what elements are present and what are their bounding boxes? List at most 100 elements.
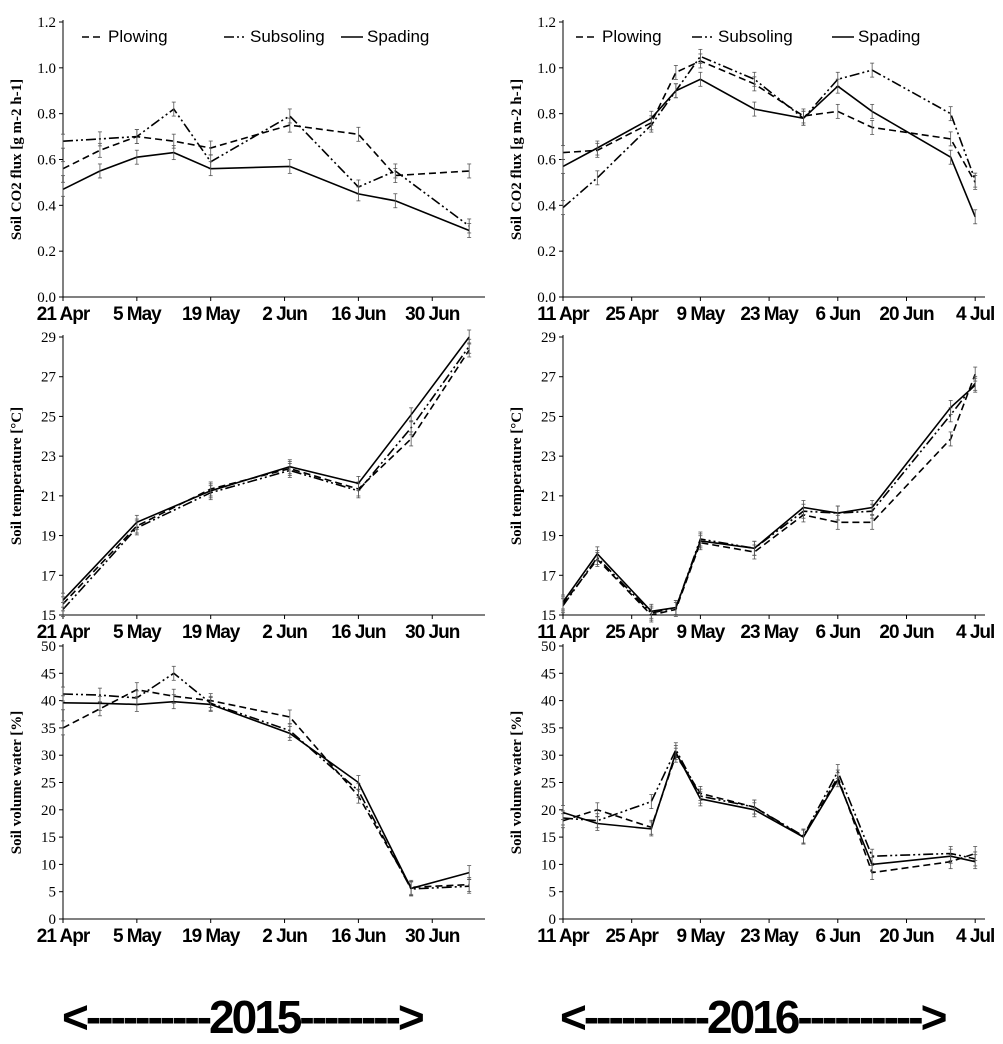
y-tick-label: 30 [41,748,56,764]
legend-label-spading: Spading [367,27,429,46]
x-tick-label: 2 Jun [262,304,307,325]
y-tick-label: 0 [549,912,557,928]
y-tick-label: 25 [41,409,56,425]
y-tick-label: 5 [549,885,557,901]
x-tick-label: 30 Jun [405,304,460,325]
y-tick-label: 0.6 [37,153,56,169]
y-tick-label: 17 [541,568,557,584]
y-tick-label: 10 [541,857,556,873]
y-tick-label: 17 [41,568,57,584]
series-line-subsoling [62,672,470,890]
y-tick-label: 5 [49,885,57,901]
series-line-spading [562,78,976,218]
x-tick-label: 23 May [740,622,799,643]
y-tick-label: 40 [541,694,556,710]
x-tick-label: 19 May [182,622,241,643]
x-tick-label: 30 Jun [405,622,460,643]
x-tick-label: 21 Apr [37,926,91,947]
x-tick-label: 23 May [740,304,799,325]
chart-panel-6: 0 5 10 15 20 25 30 35 40 45 50 11 Apr 25 Apr 9 May 23 … [509,639,995,947]
series-line-spading [62,336,470,601]
series-line-spading [62,700,470,890]
y-tick-label: 15 [541,830,556,846]
x-tick-label: 11 Apr [537,926,590,947]
x-tick-label: 9 May [676,622,725,643]
series-line-spading [562,750,976,866]
x-tick-label: 11 Apr [537,304,590,325]
chart-panel-3: 15 17 19 21 23 25 27 29 21 Apr 5 May 19 May 2 Jun 16… [9,329,485,643]
y-tick-label: 0.8 [37,107,56,123]
y-tick-label: 20 [541,803,556,819]
y-tick-label: 1.2 [37,15,56,31]
y-tick-label: 25 [41,776,56,792]
x-tick-label: 4 Jul [956,622,994,643]
y-tick-label: 29 [541,330,556,346]
y-tick-label: 19 [41,529,56,545]
y-tick-label: 25 [541,776,556,792]
y-tick-label: 30 [541,748,556,764]
y-tick-label: 40 [41,694,56,710]
y-tick-label: 29 [41,330,56,346]
x-tick-label: 16 Jun [331,304,386,325]
series-line-plowing [562,373,976,616]
x-tick-label: 19 May [182,926,241,947]
x-tick-label: 4 Jul [956,304,994,325]
y-tick-label: 0.6 [537,153,556,169]
y-tick-label: 0.8 [537,107,556,123]
x-tick-label: 25 Apr [605,304,659,325]
series-line-subsoling [562,55,976,209]
x-tick-label: 20 Jun [879,622,934,643]
y-tick-label: 21 [541,489,556,505]
chart-panel-2: 0.0 0.2 0.4 0.6 0.8 1.0 1.2 11 Apr 25 Apr 9 May 23… [509,15,995,325]
chart-panel-5: 0 5 10 15 20 25 30 35 40 45 50 21 Apr 5 May 19 May 2 J… [9,639,485,947]
x-tick-label: 5 May [113,304,162,325]
y-tick-label: 15 [41,608,56,624]
series-line-subsoling [562,747,976,860]
y-tick-label: 19 [541,529,556,545]
series-line-spading [62,151,470,232]
x-tick-label: 6 Jun [815,926,860,947]
y-tick-label: 0 [49,912,57,928]
y-axis-label: Soil temperature [°C] [509,407,525,545]
y-tick-label: 10 [41,857,56,873]
y-tick-label: 23 [541,449,556,465]
y-tick-label: 20 [41,803,56,819]
x-tick-label: 2 Jun [262,926,307,947]
y-tick-label: 27 [541,370,557,386]
legend-label-subsoling: Subsoling [250,27,325,46]
y-tick-label: 15 [541,608,556,624]
y-tick-label: 1.0 [537,61,556,77]
x-tick-label: 25 Apr [605,926,659,947]
y-tick-label: 0.2 [537,244,556,260]
y-tick-label: 0.4 [537,198,556,214]
y-tick-label: 23 [41,449,56,465]
legend-label-plowing: Plowing [108,27,168,46]
legend-label-plowing: Plowing [602,27,662,46]
y-tick-label: 27 [41,370,57,386]
y-tick-label: 35 [541,721,556,737]
series-line-spading [562,384,976,613]
x-tick-label: 20 Jun [879,926,934,947]
x-tick-label: 6 Jun [815,622,860,643]
y-axis-label: Soil volume water [%] [509,711,525,854]
x-tick-label: 5 May [113,926,162,947]
y-tick-label: 1.2 [537,15,556,31]
series-line-plowing [62,688,470,889]
y-tick-label: 0.0 [37,290,56,306]
y-tick-label: 0.0 [537,290,556,306]
x-tick-label: 21 Apr [37,622,91,643]
x-tick-label: 16 Jun [331,622,386,643]
y-tick-label: 35 [41,721,56,737]
x-tick-label: 5 May [113,622,162,643]
y-tick-label: 45 [541,666,556,682]
legend-label-spading: Spading [858,27,920,46]
series-line-plowing [562,60,976,183]
x-tick-label: 19 May [182,304,241,325]
legend-label-subsoling: Subsoling [718,27,793,46]
y-tick-label: 1.0 [37,61,56,77]
x-tick-label: 9 May [676,304,725,325]
y-tick-label: 50 [41,639,56,655]
y-tick-label: 0.4 [37,198,56,214]
x-tick-label: 25 Apr [605,622,659,643]
